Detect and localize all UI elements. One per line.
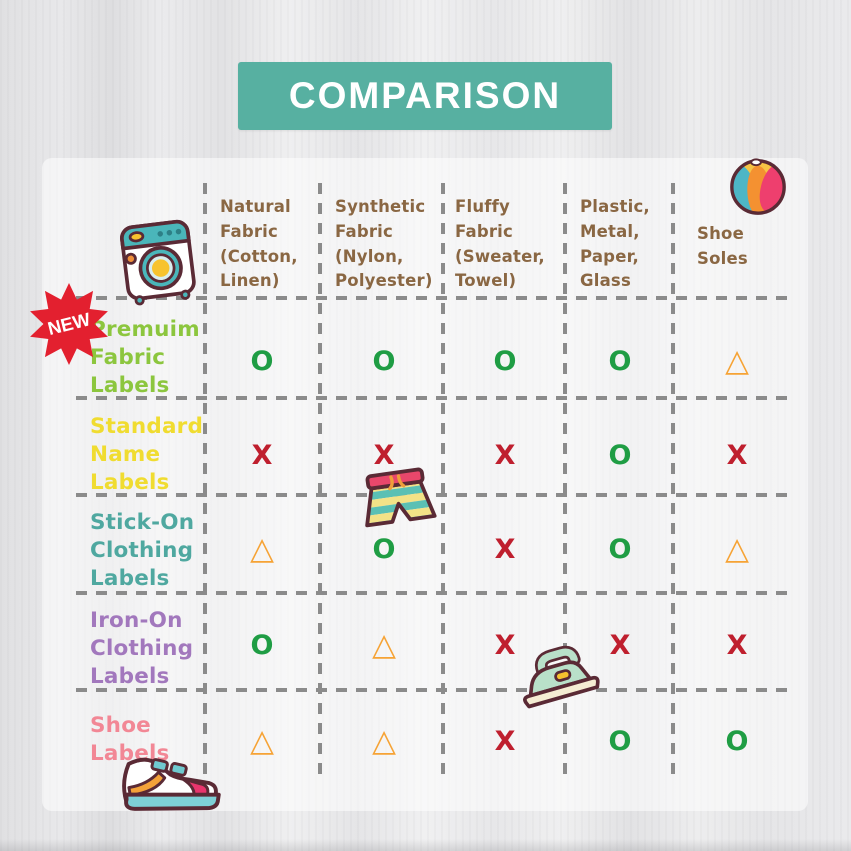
grid-vline-5 <box>671 183 675 782</box>
cell-ironon-natural: O <box>250 629 274 661</box>
grid-vline-1 <box>203 183 207 782</box>
grid-hline-1 <box>76 296 791 300</box>
cell-stickon-plastic: O <box>608 533 632 565</box>
column-header-natural-fabric: Natural Fabric (Cotton, Linen) <box>220 197 298 291</box>
cell-premium-synthetic: O <box>372 345 396 377</box>
row-label-iron-on-clothing-labels: Iron-On Clothing Labels <box>90 608 194 689</box>
beach-ball-icon <box>727 156 789 218</box>
cell-standard-natural: X <box>251 439 273 471</box>
cell-shoelabel-fluffy: X <box>494 725 516 757</box>
row-label-stick-on-clothing-labels: Stick-On Clothing Labels <box>90 510 195 591</box>
column-header-synthetic-fabric: Synthetic Fabric (Nylon, Polyester) <box>335 197 433 291</box>
grid-hline-3 <box>76 493 791 497</box>
new-badge-star <box>30 283 108 365</box>
grid-vline-2 <box>318 183 322 782</box>
cell-premium-natural: O <box>250 345 274 377</box>
cell-ironon-synthetic: △ <box>372 627 396 663</box>
cell-standard-fluffy: X <box>494 439 516 471</box>
cell-standard-plastic: O <box>608 439 632 471</box>
sneaker-icon <box>112 749 225 818</box>
cell-ironon-fluffy: X <box>494 629 516 661</box>
row-label-standard-name-labels: Standard Name Labels <box>90 414 204 495</box>
cell-shoelabel-shoe: O <box>725 725 749 757</box>
page-title: COMPARISON <box>288 75 562 116</box>
cell-standard-shoe: X <box>726 439 748 471</box>
cell-ironon-shoe: X <box>726 629 748 661</box>
column-header-fluffy-fabric: Fluffy Fabric (Sweater, Towel) <box>455 197 545 291</box>
title-banner: COMPARISON <box>238 62 612 130</box>
cell-shoelabel-synthetic: △ <box>372 723 396 759</box>
cell-premium-shoe: △ <box>725 343 749 379</box>
cell-standard-synthetic: X <box>373 439 395 471</box>
cell-premium-plastic: O <box>608 345 632 377</box>
grid-hline-5 <box>76 688 791 692</box>
cell-stickon-synthetic: O <box>372 533 396 565</box>
swim-shorts-icon <box>355 459 440 541</box>
cell-stickon-natural: △ <box>250 531 274 567</box>
grid-hline-4 <box>76 591 791 595</box>
grid-vline-3 <box>441 183 445 782</box>
grid-hline-2 <box>76 396 791 400</box>
cell-shoelabel-plastic: O <box>608 725 632 757</box>
column-header-plastic-metal: Plastic, Metal, Paper, Glass <box>580 197 650 291</box>
row-label-premium-fabric-labels: Premuim Fabric Labels <box>90 317 200 398</box>
washing-machine-icon <box>107 210 210 313</box>
cell-premium-fluffy: O <box>493 345 517 377</box>
floor-shadow <box>0 839 851 851</box>
cell-stickon-shoe: △ <box>725 531 749 567</box>
grid-vline-4 <box>563 183 567 782</box>
cell-ironon-plastic: X <box>609 629 631 661</box>
cell-shoelabel-natural: △ <box>250 723 274 759</box>
column-header-shoe-soles: Shoe Soles <box>697 224 748 268</box>
cell-stickon-fluffy: X <box>494 533 516 565</box>
new-badge: NEW <box>26 281 112 367</box>
clothes-iron-icon <box>512 640 607 718</box>
